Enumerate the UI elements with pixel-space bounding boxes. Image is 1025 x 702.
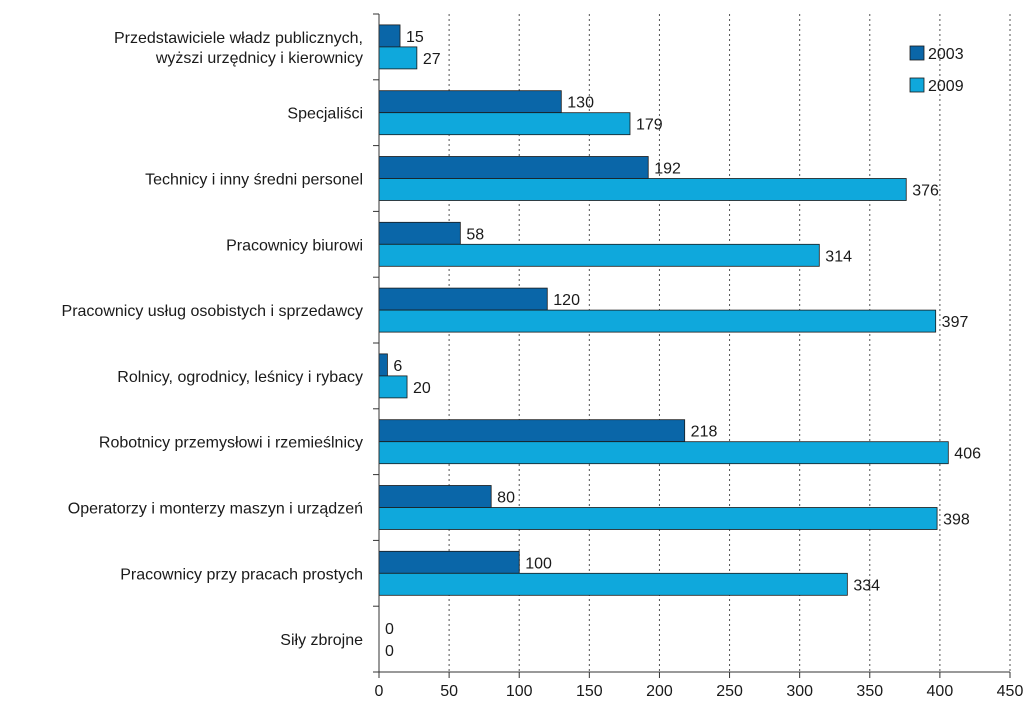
data-label-2009: 179	[636, 117, 663, 134]
bar-2009	[378, 46, 418, 70]
data-label-2009: 398	[943, 512, 970, 529]
x-tick-label: 0	[375, 683, 384, 700]
x-tick-label: 350	[856, 683, 883, 700]
legend-swatch-2003	[909, 45, 925, 61]
category-label-line: Przedstawiciele władz publicznych,	[114, 30, 363, 47]
category-label-line: Pracownicy przy pracach prostych	[120, 566, 363, 583]
bar-2009	[378, 309, 937, 333]
category-label: Specjaliści	[287, 106, 363, 123]
bar-2009	[378, 572, 848, 596]
x-tick-label: 200	[646, 683, 673, 700]
data-label-2003: 80	[497, 490, 515, 507]
x-tick-labels: 0 50 100 150 200 250 300 350 400 450	[375, 683, 1024, 700]
axes	[373, 13, 1011, 678]
category-label: Przedstawiciele władz publicznych, wyższi…	[114, 30, 363, 67]
bars	[378, 24, 949, 596]
x-tick-label: 150	[576, 683, 603, 700]
x-tick-label: 100	[506, 683, 533, 700]
x-tick-label: 450	[997, 683, 1024, 700]
category-label-line: Technicy i inny średni personel	[145, 172, 363, 189]
category-label-line: Operatorzy i monterzy maszyn i urządzeń	[68, 501, 363, 518]
bar-2009	[378, 441, 949, 465]
legend-label-2003: 2003	[928, 46, 964, 63]
category-label: Pracownicy usług osobistych i sprzedawcy	[62, 303, 363, 320]
data-labels: 15 27 130 179 192 376 58 314 120 397 6 20 218 406 80 39…	[385, 29, 981, 660]
legend-swatch-2009	[909, 77, 925, 93]
category-label-line: Pracownicy usług osobistych i sprzedawcy	[62, 303, 363, 320]
bar-2009	[378, 507, 938, 530]
category-label: Siły zbrojne	[280, 632, 363, 649]
bar-2009	[378, 112, 631, 136]
data-label-2003: 58	[466, 226, 484, 243]
bar-2009	[378, 243, 820, 267]
data-label-2009: 314	[825, 248, 852, 265]
category-label: Operatorzy i monterzy maszyn i urządzeń	[68, 501, 363, 518]
category-label: Rolnicy, ogrodnicy, leśnicy i rybacy	[117, 369, 363, 386]
data-label-2009: 406	[954, 446, 981, 463]
category-label: Pracownicy przy pracach prostych	[120, 566, 363, 583]
category-label-line: Rolnicy, ogrodnicy, leśnicy i rybacy	[117, 369, 363, 386]
data-label-2009: 376	[912, 183, 939, 200]
legend: 2003 2009	[909, 45, 964, 95]
bar-2003	[378, 485, 492, 508]
data-label-2003: 100	[525, 555, 552, 572]
data-label-2003: 120	[553, 292, 580, 309]
bar-2003	[378, 24, 401, 48]
category-label: Pracownicy biurowi	[226, 237, 363, 254]
category-label-line: Robotnicy przemysłowi i rzemieślnicy	[99, 435, 363, 452]
category-label-line: wyższi urzędnicy i kierownicy	[155, 50, 363, 67]
legend-label-2009: 2009	[928, 78, 964, 95]
category-label-line: Pracownicy biurowi	[226, 237, 363, 254]
bar-2003	[378, 90, 562, 114]
bar-2003	[378, 353, 388, 377]
data-label-2009: 27	[423, 51, 441, 68]
x-tick-label: 250	[716, 683, 743, 700]
data-label-2009: 0	[385, 643, 394, 660]
category-label-line: Specjaliści	[287, 106, 363, 123]
bar-2003	[378, 419, 686, 443]
bar-2003	[378, 287, 548, 311]
category-label-line: Siły zbrojne	[280, 632, 363, 649]
data-label-2009: 397	[942, 314, 969, 331]
category-label: Robotnicy przemysłowi i rzemieślnicy	[99, 435, 363, 452]
x-tick-label: 50	[440, 683, 458, 700]
data-label-2003: 192	[654, 161, 681, 178]
data-label-2009: 334	[853, 577, 880, 594]
data-label-2003: 15	[406, 29, 424, 46]
bar-2009	[378, 375, 408, 399]
bar-2009	[378, 178, 907, 201]
bar-2003	[378, 550, 520, 574]
x-tick-label: 400	[927, 683, 954, 700]
category-labels: Przedstawiciele władz publicznych, wyższi…	[62, 30, 364, 649]
x-tick-label: 300	[786, 683, 813, 700]
data-label-2003: 0	[385, 621, 394, 638]
bar-2003	[378, 221, 461, 245]
category-label: Technicy i inny średni personel	[145, 172, 363, 189]
bar-2003	[378, 156, 649, 179]
data-label-2003: 218	[691, 424, 718, 441]
data-label-2003: 130	[567, 95, 594, 112]
data-label-2003: 6	[393, 358, 402, 375]
data-label-2009: 20	[413, 380, 431, 397]
